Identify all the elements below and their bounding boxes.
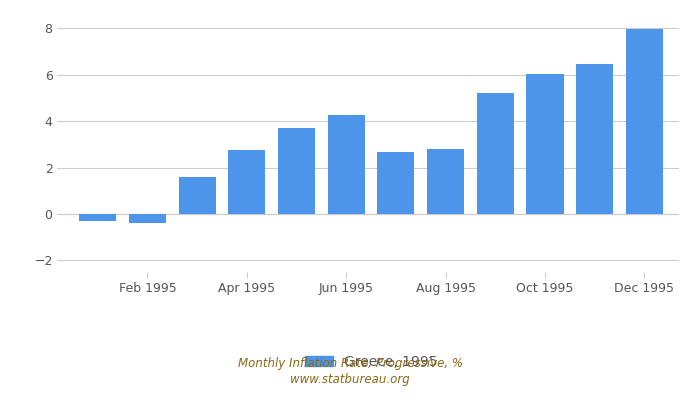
Bar [278,128,315,214]
Bar [178,177,216,214]
Text: Monthly Inflation Rate, Progressive, %: Monthly Inflation Rate, Progressive, % [237,358,463,370]
Bar [626,30,663,214]
Bar [427,149,464,214]
Bar [576,64,613,214]
Bar [228,150,265,214]
Text: www.statbureau.org: www.statbureau.org [290,374,410,386]
Bar [79,214,116,221]
Bar [377,152,414,214]
Bar [526,74,564,214]
Bar [328,115,365,214]
Legend: Greece, 1995: Greece, 1995 [300,349,442,374]
Bar [477,93,514,214]
Bar [129,214,166,223]
